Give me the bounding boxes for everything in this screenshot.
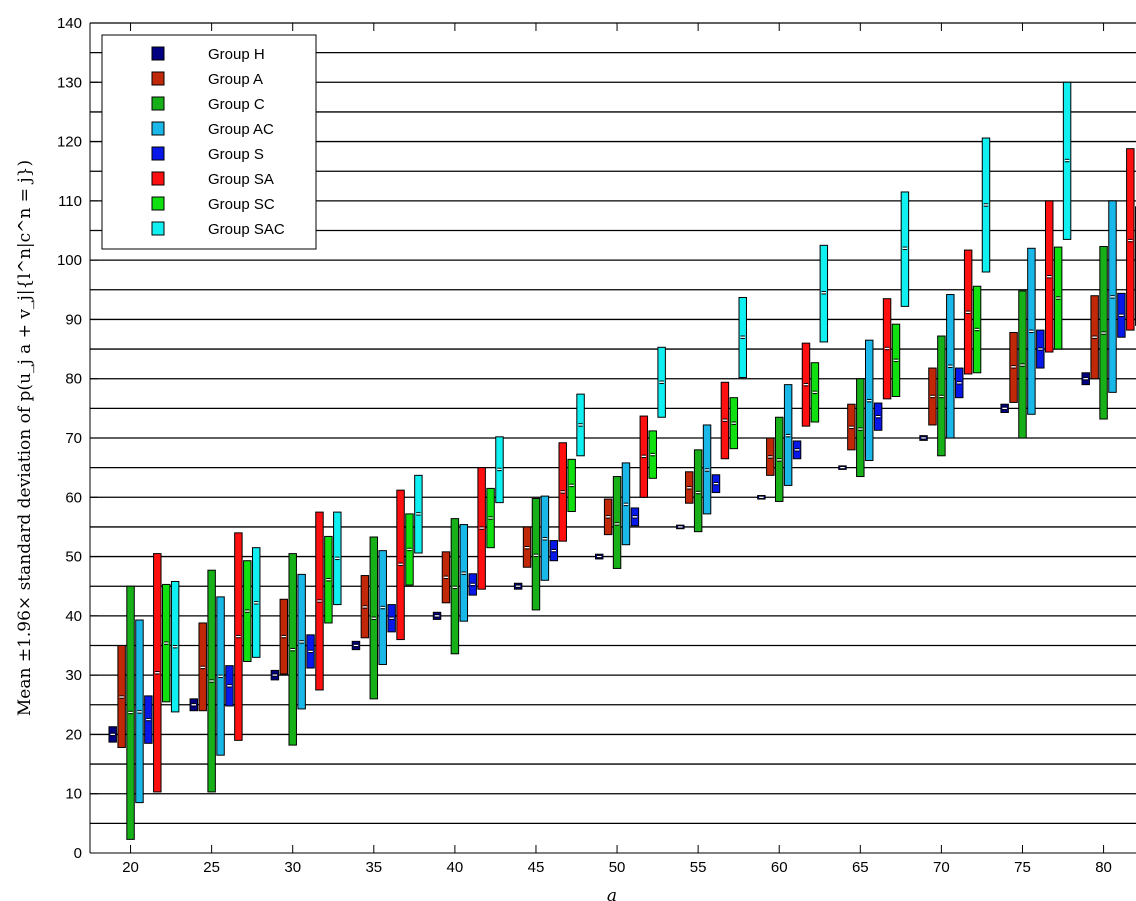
y-tick-label: 140 (57, 15, 82, 32)
legend-swatch (151, 221, 165, 236)
error-bar (693, 449, 703, 533)
x-tick-label: 25 (203, 859, 220, 876)
series-group-a (117, 295, 1099, 748)
x-tick-label: 50 (609, 859, 626, 876)
series-group-sac (170, 81, 1072, 713)
x-tick-label: 65 (852, 859, 869, 876)
y-tick-label: 60 (65, 489, 82, 506)
y-tick-label: 10 (65, 786, 82, 803)
x-tick-label: 70 (933, 859, 950, 876)
legend-swatch (151, 196, 165, 211)
legend: Group H Group A Group C Group AC Group S Grou… (101, 34, 317, 250)
x-tick-label: 75 (1014, 859, 1031, 876)
series-group-s (144, 292, 1126, 744)
legend-label: Group C (208, 96, 265, 113)
legend-label: Group H (208, 46, 265, 63)
y-tick-label: 30 (65, 667, 82, 684)
legend-swatch (151, 171, 165, 186)
legend-swatch (151, 46, 165, 61)
y-tick-label: 100 (57, 252, 82, 269)
x-tick-label: 55 (690, 859, 707, 876)
x-tick-label: 30 (284, 859, 301, 876)
legend-label: Group SC (208, 196, 275, 213)
x-tick-label: 20 (122, 859, 139, 876)
legend-label: Group SAC (208, 221, 285, 238)
legend-label: Group SA (208, 171, 274, 188)
x-tick-label: 60 (771, 859, 788, 876)
y-ticks: 0 10 20 30 40 50 60 70 80 90 100 110 120 130 140 (57, 15, 98, 862)
y-tick-label: 70 (65, 430, 82, 447)
series-group-ac (135, 200, 1117, 804)
y-tick-label: 40 (65, 608, 82, 625)
x-axis-title: a (607, 886, 617, 901)
legend-swatch (151, 71, 165, 86)
y-tick-label: 0 (74, 845, 82, 862)
series-group-h (108, 372, 1090, 743)
legend-swatch (151, 96, 165, 111)
y-tick-label: 120 (57, 134, 82, 151)
legend-label: Group AC (208, 121, 274, 138)
series-group-c (126, 246, 1108, 840)
x-ticks: 20 25 30 35 40 45 50 55 60 65 70 75 80 (122, 23, 1112, 876)
x-tick-label: 80 (1095, 859, 1112, 876)
legend-box (101, 34, 317, 250)
legend-swatch (151, 146, 165, 161)
x-tick-label: 40 (447, 859, 464, 876)
y-axis-title: Mean ±1.96× standard deviation of p(u_j … (15, 160, 35, 716)
x-tick-label: 45 (528, 859, 545, 876)
legend-label: Group A (208, 71, 263, 88)
y-tick-label: 80 (65, 371, 82, 388)
y-tick-label: 130 (57, 74, 82, 91)
legend-label: Group S (208, 146, 264, 163)
legend-swatch (151, 121, 165, 136)
x-tick-label: 35 (365, 859, 382, 876)
y-tick-label: 110 (58, 193, 82, 210)
series-group-sa (153, 148, 1135, 793)
bars (108, 81, 1136, 840)
y-tick-label: 50 (65, 549, 82, 566)
y-tick-label: 90 (65, 311, 82, 328)
y-tick-label: 20 (65, 726, 82, 743)
